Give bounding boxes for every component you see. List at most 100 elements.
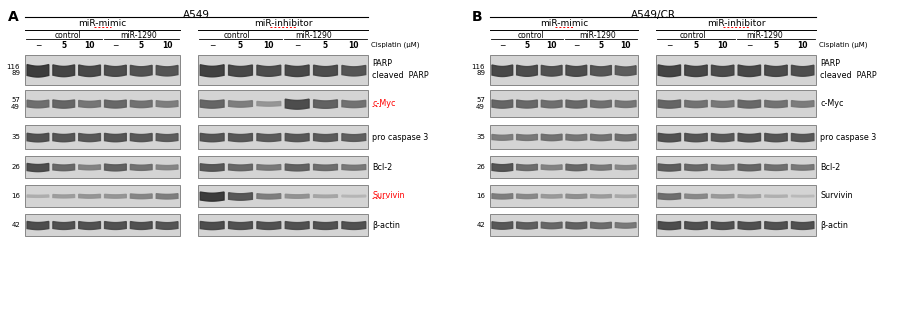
Bar [656, 125, 816, 149]
Text: β-actin: β-actin [820, 220, 848, 229]
Text: 10: 10 [798, 41, 808, 50]
Polygon shape [492, 164, 513, 171]
Polygon shape [286, 99, 309, 109]
Bar [656, 185, 816, 207]
Text: 10: 10 [546, 41, 557, 50]
Polygon shape [542, 165, 562, 170]
Polygon shape [27, 133, 49, 142]
Text: control: control [519, 31, 545, 40]
Polygon shape [286, 194, 309, 198]
Polygon shape [711, 100, 734, 108]
Polygon shape [78, 221, 100, 229]
Polygon shape [78, 194, 100, 198]
Polygon shape [105, 65, 126, 76]
Text: β-actin: β-actin [372, 220, 400, 229]
Text: 35: 35 [11, 134, 20, 140]
Text: miR-mimic: miR-mimic [78, 19, 126, 28]
Text: −: − [499, 41, 506, 50]
Text: 26: 26 [11, 164, 20, 170]
Polygon shape [659, 164, 681, 171]
Polygon shape [615, 66, 636, 76]
Polygon shape [52, 133, 75, 142]
Polygon shape [791, 100, 814, 107]
Polygon shape [791, 65, 814, 76]
Bar [656, 90, 816, 117]
Text: 35: 35 [476, 134, 485, 140]
Bar [25, 185, 180, 207]
Polygon shape [157, 194, 178, 199]
Text: 5: 5 [774, 41, 778, 50]
Bar [490, 125, 638, 149]
Polygon shape [566, 65, 587, 76]
Polygon shape [492, 65, 513, 76]
Polygon shape [200, 221, 224, 230]
Polygon shape [228, 65, 252, 76]
Polygon shape [764, 100, 787, 108]
Text: A549/CR: A549/CR [631, 10, 675, 20]
Polygon shape [738, 133, 761, 142]
Text: −: − [35, 41, 41, 50]
Bar [198, 214, 368, 236]
Polygon shape [228, 101, 252, 107]
Text: A: A [8, 10, 18, 24]
Polygon shape [517, 194, 537, 199]
Polygon shape [313, 65, 337, 76]
Bar [656, 214, 816, 236]
Polygon shape [52, 164, 75, 171]
Polygon shape [711, 65, 734, 76]
Polygon shape [517, 222, 537, 229]
Polygon shape [78, 65, 100, 76]
Text: 10: 10 [717, 41, 728, 50]
Polygon shape [286, 221, 309, 229]
Text: control: control [680, 31, 706, 40]
Polygon shape [738, 164, 761, 171]
Text: 57
49: 57 49 [11, 97, 20, 110]
Bar [198, 156, 368, 178]
Polygon shape [685, 100, 707, 108]
Text: 5: 5 [323, 41, 328, 50]
Text: 26: 26 [476, 164, 485, 170]
Polygon shape [131, 221, 152, 229]
Polygon shape [228, 133, 252, 142]
Polygon shape [764, 164, 787, 171]
Polygon shape [200, 65, 224, 77]
Polygon shape [27, 164, 49, 172]
Text: cleaved  PARP: cleaved PARP [820, 71, 877, 80]
Polygon shape [228, 164, 252, 171]
Text: 116
89: 116 89 [472, 64, 485, 76]
Text: 5: 5 [139, 41, 144, 50]
Polygon shape [542, 222, 562, 229]
Polygon shape [517, 65, 537, 76]
Text: pro caspase 3: pro caspase 3 [372, 132, 428, 141]
Text: pro caspase 3: pro caspase 3 [820, 132, 876, 141]
Text: Cisplatin (μM): Cisplatin (μM) [819, 41, 868, 47]
Polygon shape [542, 100, 562, 108]
Polygon shape [542, 65, 562, 76]
Polygon shape [566, 194, 587, 198]
Polygon shape [157, 133, 178, 141]
Text: 42: 42 [476, 222, 485, 228]
Polygon shape [517, 100, 537, 108]
Polygon shape [659, 133, 681, 142]
Polygon shape [738, 221, 761, 229]
Text: miR-1290: miR-1290 [746, 31, 783, 40]
Polygon shape [764, 195, 787, 197]
Polygon shape [131, 100, 152, 108]
Text: B: B [472, 10, 483, 24]
Polygon shape [659, 221, 681, 230]
Text: miR-1290: miR-1290 [579, 31, 616, 40]
Polygon shape [342, 164, 366, 170]
Bar [198, 185, 368, 207]
Polygon shape [517, 134, 537, 140]
Polygon shape [342, 134, 366, 141]
Polygon shape [764, 133, 787, 142]
Polygon shape [52, 100, 75, 108]
Polygon shape [492, 194, 513, 199]
Polygon shape [105, 100, 126, 108]
Text: 5: 5 [238, 41, 243, 50]
Text: 16: 16 [11, 193, 20, 199]
Polygon shape [257, 221, 281, 229]
Polygon shape [590, 65, 612, 76]
Polygon shape [711, 195, 734, 198]
Polygon shape [492, 100, 513, 108]
